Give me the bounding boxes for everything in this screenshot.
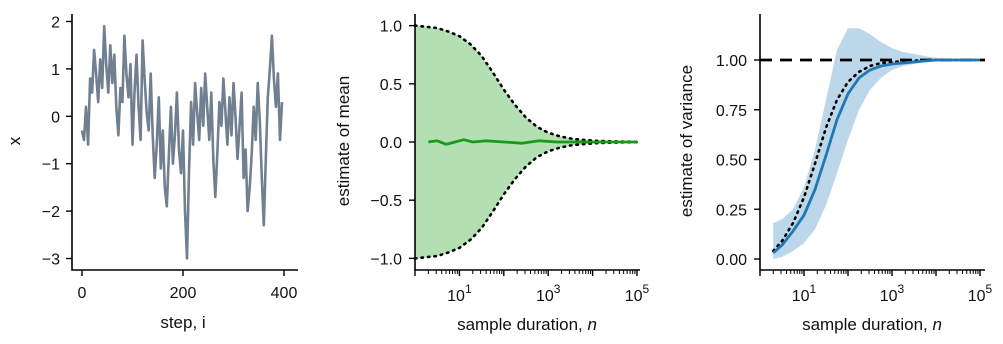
- trace-ytick-label: 1: [51, 62, 60, 79]
- variance-xlabel-variable: n: [932, 315, 941, 334]
- mean-xlabel-variable: n: [587, 315, 596, 334]
- trace-axes: [71, 14, 298, 271]
- variance-panel: 1.00 0.75 0.50 0.25 0.00 101 103 105 estimate o…: [677, 14, 993, 334]
- mean-xtick-label: 105: [625, 282, 650, 305]
- variance-xtick-label: 101: [792, 282, 817, 305]
- trace-panel: 2 1 0 −1 −2 −3 0 200 400 x step, i: [5, 14, 298, 332]
- mean-xlabel-text: sample duration,: [457, 315, 587, 334]
- variance-plot-area: [760, 28, 985, 260]
- trace-xlabel: step, i: [160, 313, 205, 332]
- variance-confidence-band: [773, 28, 980, 260]
- variance-ylabel: estimate of variance: [677, 65, 696, 217]
- mean-ytick-label: 0.5: [380, 77, 402, 94]
- mean-upper-bound: [413, 24, 639, 144]
- variance-ytick-label: 0.75: [716, 103, 747, 120]
- mean-ytick-label: 1.0: [380, 19, 402, 36]
- variance-ticks: 1.00 0.75 0.50 0.25 0.00 101 103 105: [716, 53, 993, 305]
- mean-ticks: 1.0 0.5 0.0 −0.5 −1.0 101 103 105: [370, 19, 649, 305]
- mean-xtick-label: 103: [536, 282, 561, 305]
- mean-ytick-label: −1.0: [370, 251, 402, 268]
- trace-line: [80, 24, 284, 260]
- trace-xtick-label: 400: [271, 285, 298, 302]
- variance-xlabel: sample duration, n: [802, 315, 942, 334]
- mean-ylabel: estimate of mean: [334, 76, 353, 206]
- variance-estimate-line: [772, 58, 980, 255]
- variance-xtick-label: 105: [968, 282, 993, 305]
- mean-ytick-label: −0.5: [370, 193, 402, 210]
- trace-plot-area: [80, 24, 284, 260]
- variance-ytick-label: 0.00: [716, 252, 747, 269]
- mean-lower-bound: [413, 140, 639, 260]
- variance-ytick-label: 0.25: [716, 202, 747, 219]
- trace-ticks: 2 1 0 −1 −2 −3 0 200 400: [42, 14, 298, 302]
- trace-ytick-label: 2: [51, 14, 60, 31]
- mean-plot-area: [413, 24, 639, 260]
- mean-ytick-label: 0.0: [380, 135, 402, 152]
- variance-ytick-label: 1.00: [716, 53, 747, 70]
- trace-ytick-label: −1: [42, 157, 60, 174]
- trace-ytick-label: −2: [42, 204, 60, 221]
- trace-ytick-label: −3: [42, 252, 60, 269]
- mean-panel: 1.0 0.5 0.0 −0.5 −1.0 101 103 105 estimate of m…: [334, 14, 650, 334]
- trace-ylabel: x: [5, 136, 24, 145]
- mean-estimate-line: [428, 138, 637, 146]
- mean-xlabel: sample duration, n: [457, 315, 597, 334]
- variance-ytick-label: 0.50: [716, 153, 747, 170]
- variance-xtick-label: 103: [880, 282, 905, 305]
- trace-xtick-label: 0: [78, 285, 87, 302]
- variance-xlabel-text: sample duration,: [802, 315, 932, 334]
- mean-xtick-label: 101: [447, 282, 472, 305]
- trace-xtick-label: 200: [170, 285, 197, 302]
- trace-ytick-label: 0: [51, 109, 60, 126]
